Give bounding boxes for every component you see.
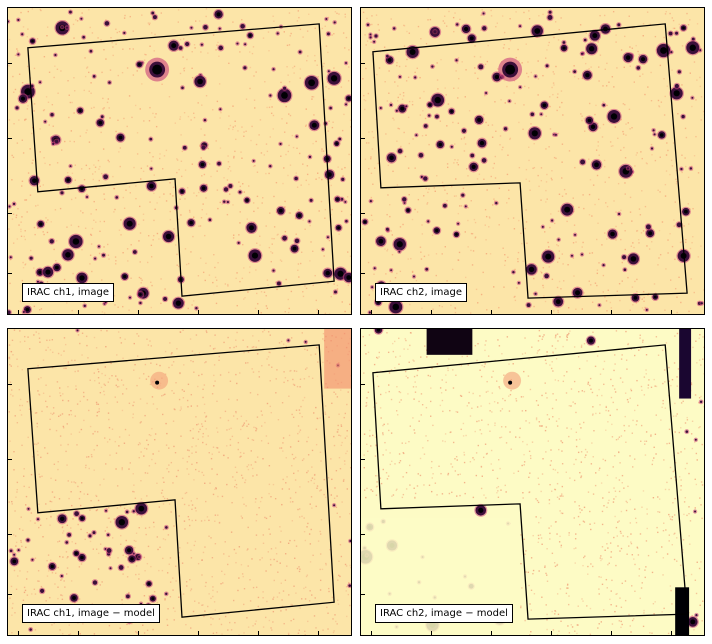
axis-tick xyxy=(361,534,365,535)
axis-tick xyxy=(8,63,12,64)
axis-tick xyxy=(198,310,199,314)
image-ch2-residual xyxy=(361,329,704,635)
axis-tick xyxy=(371,631,372,635)
axis-tick xyxy=(671,310,672,314)
image-ch1 xyxy=(8,8,351,314)
axis-tick xyxy=(8,594,12,595)
footprint-outline xyxy=(372,23,688,299)
axis-tick xyxy=(8,534,12,535)
axis-tick xyxy=(361,459,365,460)
axis-tick xyxy=(138,631,139,635)
axis-tick xyxy=(361,213,365,214)
axis-tick xyxy=(258,631,259,635)
footprint-outline xyxy=(372,344,688,620)
axis-tick xyxy=(431,310,432,314)
panel-ch1-residual: IRAC ch1, image − model xyxy=(7,328,352,636)
axis-tick xyxy=(611,310,612,314)
axis-tick xyxy=(371,310,372,314)
axis-tick xyxy=(361,138,365,139)
image-ch2 xyxy=(361,8,704,314)
axis-tick xyxy=(18,310,19,314)
axis-tick xyxy=(138,310,139,314)
axis-tick xyxy=(551,631,552,635)
axis-tick xyxy=(361,594,365,595)
panel-label: IRAC ch1, image xyxy=(22,283,115,302)
image-background xyxy=(8,329,351,635)
axis-tick xyxy=(8,273,12,274)
axis-tick xyxy=(18,631,19,635)
axis-tick xyxy=(361,63,365,64)
axis-tick xyxy=(491,310,492,314)
footprint-outline xyxy=(27,344,335,618)
footprint-outline xyxy=(27,23,335,297)
axis-tick xyxy=(361,273,365,274)
axis-tick xyxy=(318,631,319,635)
axis-tick xyxy=(8,459,12,460)
axis-tick xyxy=(258,310,259,314)
panel-ch1-image: IRAC ch1, image xyxy=(7,7,352,315)
axis-tick xyxy=(8,138,12,139)
axis-tick xyxy=(8,213,12,214)
axis-tick xyxy=(8,384,12,385)
axis-tick xyxy=(671,631,672,635)
axis-tick xyxy=(491,631,492,635)
panel-label: IRAC ch1, image − model xyxy=(22,604,160,623)
axis-tick xyxy=(78,310,79,314)
noise-layer xyxy=(362,329,704,635)
sources-layer xyxy=(8,329,351,633)
panel-label: IRAC ch2, image xyxy=(375,283,468,302)
sources-layer xyxy=(361,9,704,314)
axis-tick xyxy=(198,631,199,635)
panel-ch2-residual: IRAC ch2, image − model xyxy=(360,328,705,636)
axis-tick xyxy=(611,631,612,635)
panel-label: IRAC ch2, image − model xyxy=(375,604,513,623)
axis-tick xyxy=(431,631,432,635)
axis-tick xyxy=(361,384,365,385)
panel-ch2-image: IRAC ch2, image xyxy=(360,7,705,315)
sources-layer xyxy=(8,8,351,314)
sources-layer xyxy=(361,329,704,635)
axis-tick xyxy=(551,310,552,314)
axis-tick xyxy=(318,310,319,314)
axis-tick xyxy=(78,631,79,635)
image-ch1-residual xyxy=(8,329,351,635)
